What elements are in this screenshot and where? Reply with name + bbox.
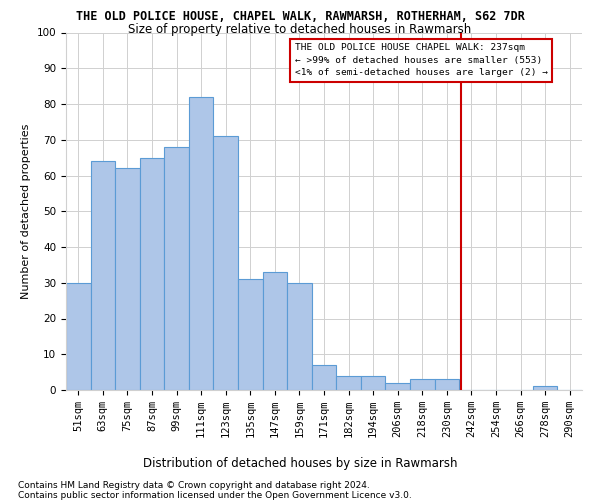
Bar bbox=[312, 365, 336, 390]
Bar bbox=[66, 283, 91, 390]
Bar bbox=[140, 158, 164, 390]
Bar bbox=[189, 97, 214, 390]
Text: THE OLD POLICE HOUSE, CHAPEL WALK, RAWMARSH, ROTHERHAM, S62 7DR: THE OLD POLICE HOUSE, CHAPEL WALK, RAWMA… bbox=[76, 10, 524, 23]
Bar bbox=[263, 272, 287, 390]
Bar bbox=[91, 161, 115, 390]
Y-axis label: Number of detached properties: Number of detached properties bbox=[21, 124, 31, 299]
Bar bbox=[533, 386, 557, 390]
Bar bbox=[361, 376, 385, 390]
Text: Contains HM Land Registry data © Crown copyright and database right 2024.: Contains HM Land Registry data © Crown c… bbox=[18, 481, 370, 490]
Bar bbox=[214, 136, 238, 390]
Bar bbox=[164, 147, 189, 390]
Bar bbox=[238, 279, 263, 390]
Bar bbox=[336, 376, 361, 390]
Text: THE OLD POLICE HOUSE CHAPEL WALK: 237sqm
← >99% of detached houses are smaller (: THE OLD POLICE HOUSE CHAPEL WALK: 237sqm… bbox=[295, 43, 548, 77]
Bar bbox=[115, 168, 140, 390]
Bar bbox=[434, 380, 459, 390]
Text: Distribution of detached houses by size in Rawmarsh: Distribution of detached houses by size … bbox=[143, 458, 457, 470]
Bar bbox=[385, 383, 410, 390]
Text: Size of property relative to detached houses in Rawmarsh: Size of property relative to detached ho… bbox=[128, 22, 472, 36]
Bar bbox=[410, 380, 434, 390]
Text: Contains public sector information licensed under the Open Government Licence v3: Contains public sector information licen… bbox=[18, 491, 412, 500]
Bar bbox=[287, 283, 312, 390]
